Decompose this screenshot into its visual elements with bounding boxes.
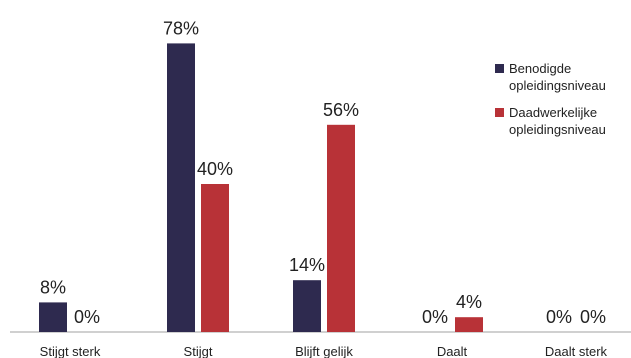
bar-benodigd-0 [39, 302, 67, 332]
data-label-benodigd-2: 14% [289, 255, 325, 275]
bar-daadwerkelijk-2 [327, 124, 355, 332]
legend-label-daadwerkelijk-line-1: opleidingsniveau [509, 122, 606, 137]
category-label-3: Daalt [437, 344, 468, 358]
data-label-benodigd-1: 78% [163, 18, 199, 38]
bar-benodigd-2 [293, 280, 321, 332]
data-label-daadwerkelijk-4: 0% [580, 307, 606, 327]
category-label-2: Blijft gelijk [295, 344, 353, 358]
bar-daadwerkelijk-3 [455, 317, 483, 332]
data-label-daadwerkelijk-2: 56% [323, 100, 359, 120]
category-labels-group: Stijgt sterk Stijgt Blijft gelijk Daalt Daal… [40, 344, 608, 358]
data-label-benodigd-0: 8% [40, 277, 66, 297]
legend-label-benodigd-line-1: opleidingsniveau [509, 78, 606, 93]
data-label-daadwerkelijk-0: 0% [74, 307, 100, 327]
legend-swatch-benodigd [495, 64, 504, 73]
bars-group [39, 43, 483, 333]
legend-label-daadwerkelijk-line-0: Daadwerkelijke [509, 105, 597, 120]
legend: Benodigde opleidingsniveau Daadwerkelijke o… [495, 61, 606, 137]
data-label-daadwerkelijk-1: 40% [197, 159, 233, 179]
category-label-1: Stijgt [184, 344, 213, 358]
data-label-benodigd-3: 0% [422, 307, 448, 327]
bar-benodigd-1 [167, 43, 195, 333]
legend-swatch-daadwerkelijk [495, 108, 504, 117]
category-label-4: Daalt sterk [545, 344, 608, 358]
bar-daadwerkelijk-1 [201, 184, 229, 332]
data-labels-group: 8% 0% 78% 40% 14% 56% 0% 4% 0% 0% [40, 18, 606, 327]
legend-label-benodigd-line-0: Benodigde [509, 61, 571, 76]
data-label-daadwerkelijk-3: 4% [456, 292, 482, 312]
data-label-benodigd-4: 0% [546, 307, 572, 327]
category-label-0: Stijgt sterk [40, 344, 101, 358]
